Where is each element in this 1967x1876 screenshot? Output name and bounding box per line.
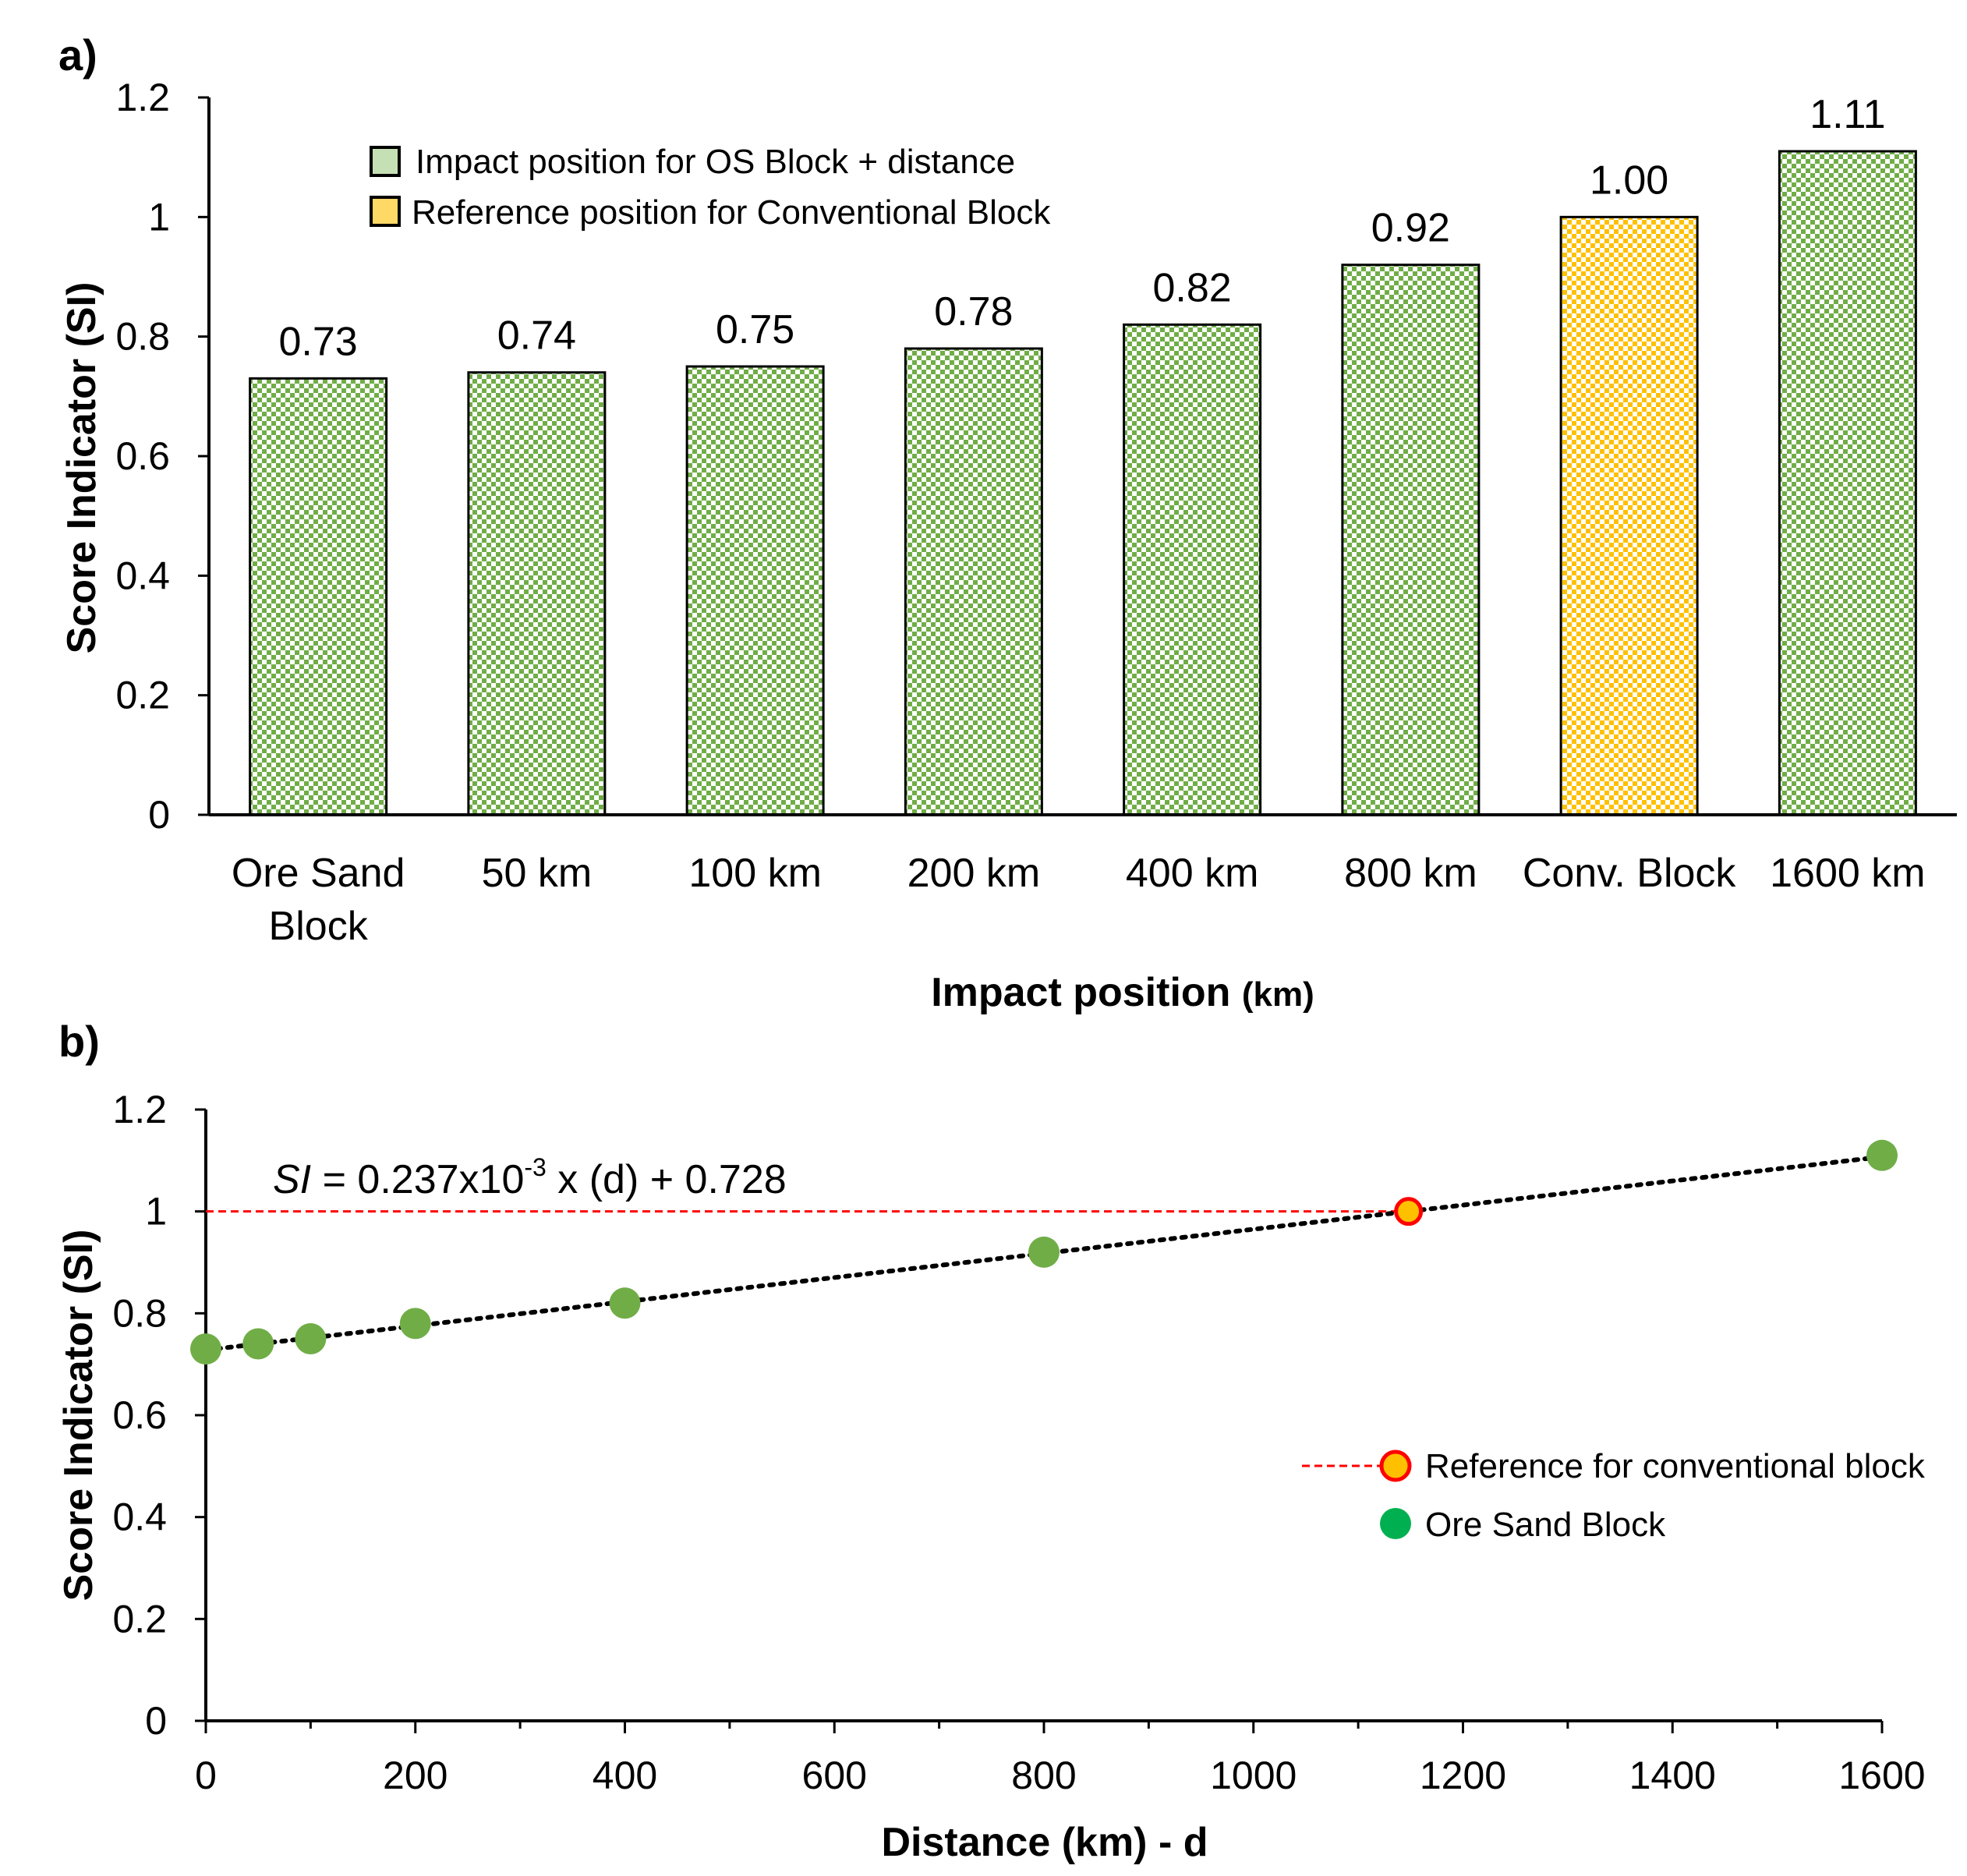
x-axis-label-a-unit: (km): [1242, 975, 1314, 1014]
x-tick-label-b: 200: [383, 1754, 448, 1797]
x-tick-label-a: 400 km: [1126, 851, 1259, 896]
chart-b: b) Score Indicator (SI) Distance (km) - …: [56, 1017, 1926, 1865]
x-tick-label-b: 1200: [1420, 1754, 1506, 1797]
x-tick-label-b: 800: [1011, 1754, 1076, 1797]
legend-label-ref-b: Reference for conventional block: [1425, 1447, 1926, 1485]
data-label: 0.75: [716, 307, 794, 352]
equation-suffix: x (d) + 0.728: [547, 1157, 787, 1202]
legend-marker-os: [1380, 1508, 1411, 1539]
y-tick-label-b: 0: [145, 1699, 167, 1743]
y-tick-label-a: 1: [148, 195, 170, 239]
data-point-ore-sand: [295, 1323, 327, 1354]
x-tick-label-b: 600: [802, 1754, 867, 1797]
y-tick-label-b: 1.2: [112, 1088, 167, 1131]
y-tick-label-a: 0.2: [115, 674, 170, 717]
chart-a: a) Score Indicator (SI) Impact position …: [58, 30, 1957, 1015]
legend-marker-ref: [1379, 1449, 1412, 1482]
y-tick-label-b: 1: [145, 1190, 167, 1234]
equation-exp: -3: [524, 1153, 546, 1181]
legend-swatch-ref: [370, 196, 401, 227]
legend-b: Reference for conventional block Ore San…: [1302, 1447, 1926, 1544]
x-axis-label-a-main: Impact position: [931, 970, 1230, 1015]
panel-label-b: b): [58, 1017, 100, 1066]
x-tick-label-b: 400: [593, 1754, 657, 1797]
y-tick-label-a: 0.8: [115, 315, 170, 359]
y-tick-label-a: 0: [148, 793, 170, 837]
data-point-ore-sand: [1028, 1236, 1060, 1268]
bar-800-km: [1341, 264, 1481, 816]
y-tick-label-a: 0.6: [115, 434, 170, 478]
x-tick-label-b: 1400: [1629, 1754, 1716, 1797]
data-point-ore-sand: [609, 1287, 641, 1319]
y-axis-label-a: Score Indicator (SI): [59, 282, 104, 654]
bar-400-km: [1123, 323, 1262, 816]
data-label: 0.74: [497, 313, 576, 359]
trendline-equation: SI = 0.237x10-3 x (d) + 0.728: [273, 1153, 787, 1202]
x-tick-label-a: 800 km: [1344, 851, 1477, 896]
x-tick-label-a: 100 km: [688, 851, 822, 896]
equation-si: SI: [273, 1157, 311, 1202]
bar-100-km: [685, 365, 825, 816]
data-label: 1.00: [1590, 158, 1668, 203]
y-axis-label-b: Score Indicator (SI): [56, 1230, 101, 1602]
x-tick-label-a: 200 km: [907, 851, 1041, 896]
data-point-ore-sand: [190, 1333, 221, 1365]
y-tick-label-b: 0.6: [112, 1393, 167, 1437]
data-label: 0.92: [1371, 206, 1450, 251]
bar-ore-sand-block: [249, 377, 388, 816]
x-axis-label-a: Impact position (km): [931, 970, 1314, 1015]
x-tick-label-b: 1000: [1210, 1754, 1297, 1797]
bar-conv-block: [1559, 215, 1699, 816]
x-tick-label-b: 1600: [1838, 1754, 1925, 1797]
data-point-ore-sand: [242, 1328, 274, 1360]
data-point-reference: [1394, 1197, 1424, 1226]
legend-swatch-os: [370, 146, 401, 177]
data-label: 0.82: [1153, 265, 1232, 310]
x-tick-label-b: 0: [195, 1754, 217, 1797]
y-tick-label-a: 1.2: [115, 76, 170, 119]
bar-50-km: [467, 371, 607, 816]
x-tick-label-a: Block: [269, 904, 369, 949]
x-tick-label-a: 50 km: [482, 851, 593, 896]
legend-label-os: Impact position for OS Block + distance: [416, 143, 1015, 181]
data-label: 1.11: [1810, 92, 1885, 137]
bar-1600-km: [1778, 150, 1917, 816]
x-tick-label-a: Ore Sand: [232, 851, 405, 896]
data-point-ore-sand: [1866, 1139, 1898, 1171]
data-label: 0.73: [279, 319, 358, 364]
y-tick-label-b: 0.8: [112, 1291, 167, 1335]
x-tick-label-a: 1600 km: [1770, 851, 1925, 896]
bar-200-km: [904, 347, 1043, 816]
x-tick-label-a: Conv. Block: [1523, 851, 1737, 896]
legend-label-os-b: Ore Sand Block: [1425, 1506, 1666, 1544]
y-tick-label-a: 0.4: [115, 554, 170, 597]
data-point-ore-sand: [399, 1308, 431, 1340]
x-axis-label-b: Distance (km) - d: [882, 1820, 1208, 1865]
y-tick-label-b: 0.4: [112, 1495, 167, 1539]
legend-a: Impact position for OS Block + distance …: [370, 143, 1051, 232]
legend-label-ref: Reference position for Conventional Bloc…: [412, 193, 1051, 232]
panel-label-a: a): [58, 30, 97, 80]
y-tick-label-b: 0.2: [112, 1597, 167, 1641]
equation-mid: = 0.237x10: [311, 1157, 524, 1202]
data-label: 0.78: [934, 289, 1013, 334]
